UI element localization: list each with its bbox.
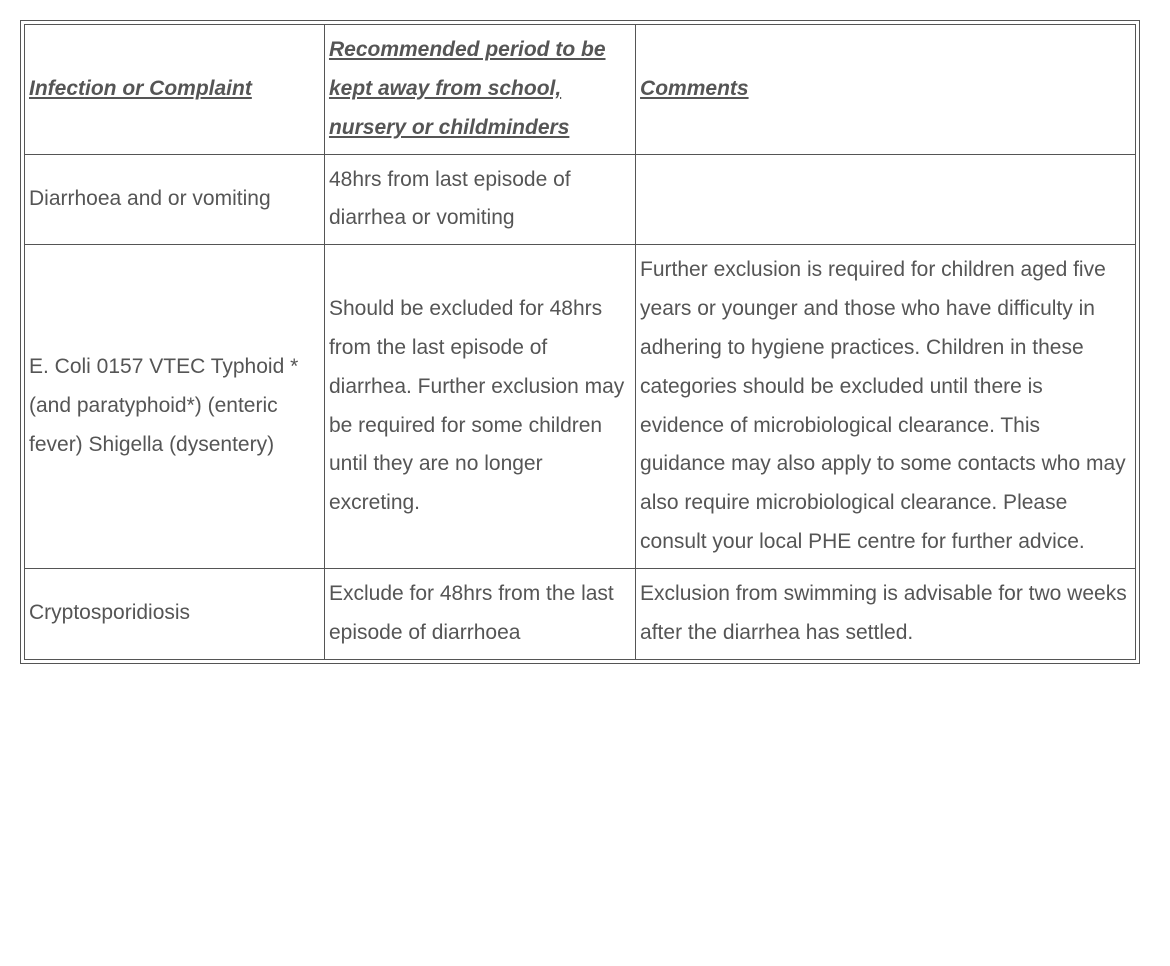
col-header-infection: Infection or Complaint <box>25 25 325 155</box>
col-header-period: Recommended period to be kept away from … <box>324 25 635 155</box>
col-header-label: Comments <box>640 77 749 100</box>
table-row: E. Coli 0157 VTEC Typhoid * (and paratyp… <box>25 245 1136 569</box>
col-header-comments: Comments <box>636 25 1136 155</box>
table-row: Cryptosporidiosis Exclude for 48hrs from… <box>25 568 1136 659</box>
cell-infection: Cryptosporidiosis <box>25 568 325 659</box>
table-header-row: Infection or Complaint Recommended perio… <box>25 25 1136 155</box>
exclusion-table: Infection or Complaint Recommended perio… <box>24 24 1136 660</box>
exclusion-table-container: Infection or Complaint Recommended perio… <box>20 20 1140 664</box>
cell-infection: E. Coli 0157 VTEC Typhoid * (and paratyp… <box>25 245 325 569</box>
col-header-label: Infection or Complaint <box>29 77 252 100</box>
cell-period: 48hrs from last episode of diarrhea or v… <box>324 154 635 245</box>
cell-comments: Further exclusion is required for childr… <box>636 245 1136 569</box>
cell-comments: Exclusion from swimming is advisable for… <box>636 568 1136 659</box>
col-header-label: Recommended period to be kept away from … <box>329 38 606 139</box>
cell-period: Exclude for 48hrs from the last episode … <box>324 568 635 659</box>
table-row: Diarrhoea and or vomiting 48hrs from las… <box>25 154 1136 245</box>
cell-comments <box>636 154 1136 245</box>
cell-period: Should be excluded for 48hrs from the la… <box>324 245 635 569</box>
cell-infection: Diarrhoea and or vomiting <box>25 154 325 245</box>
